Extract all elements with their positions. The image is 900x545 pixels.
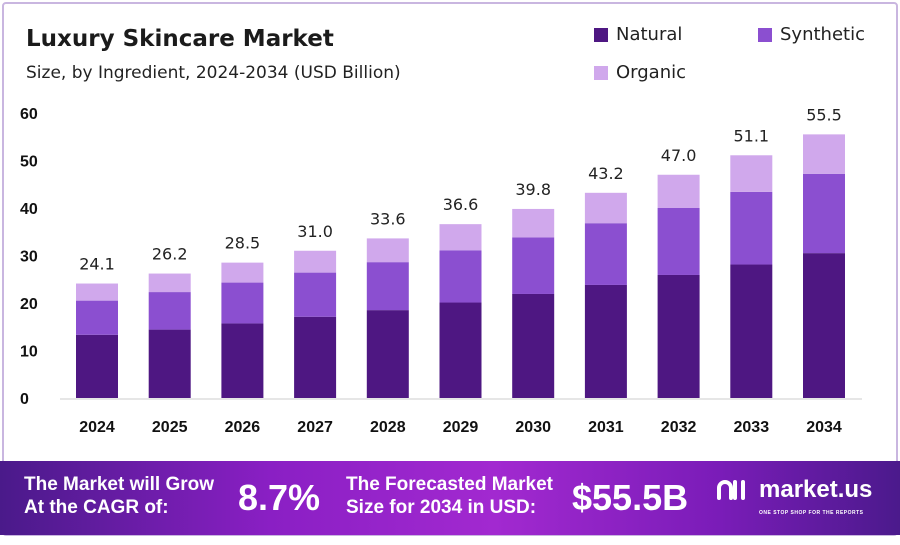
- bar-segment-organic: [657, 174, 700, 208]
- bar-chart: 010203040506024.1202426.2202528.5202631.…: [20, 105, 862, 436]
- cagr-label: The Market will Grow At the CAGR of:: [24, 473, 214, 519]
- bar-segment-natural: [439, 302, 482, 398]
- total-label: 36.6: [443, 195, 479, 214]
- bar-segment-organic: [730, 155, 773, 192]
- total-label: 43.2: [588, 164, 624, 183]
- y-tick-label: 40: [20, 201, 38, 218]
- bar-segment-natural: [76, 334, 118, 398]
- bar-segment-natural: [584, 284, 627, 398]
- legend-label: Organic: [616, 62, 687, 83]
- logo-tagline: ONE STOP SHOP FOR THE REPORTS: [759, 510, 864, 516]
- bar-segment-natural: [512, 293, 555, 398]
- legend-label: Natural: [616, 24, 683, 45]
- bar-segment-organic: [76, 283, 118, 301]
- x-tick-label: 2032: [661, 419, 697, 436]
- y-tick-label: 0: [20, 391, 29, 408]
- bar-segment-natural: [803, 253, 845, 398]
- x-tick-label: 2030: [515, 419, 551, 436]
- frame: [2, 2, 898, 536]
- bar-segment-natural: [657, 274, 700, 398]
- cagr-label-line: At the CAGR of:: [24, 497, 169, 518]
- bar-segment-synthetic: [294, 272, 337, 317]
- bar-segment-organic: [148, 273, 191, 293]
- bar-segment-synthetic: [657, 208, 700, 275]
- bar-segment-synthetic: [366, 262, 409, 311]
- x-tick-label: 2026: [225, 419, 261, 436]
- bar-segment-organic: [439, 224, 482, 251]
- legend-organic: Organic: [594, 62, 686, 83]
- bar-segment-synthetic: [76, 300, 118, 335]
- chart-subtitle: Size, by Ingredient, 2024-2034 (USD Bill…: [26, 63, 401, 83]
- y-tick-label: 50: [20, 154, 38, 171]
- total-label: 31.0: [297, 222, 333, 241]
- bar-segment-synthetic: [730, 191, 773, 265]
- total-label: 33.6: [370, 209, 406, 228]
- forecast-label: The Forecasted Market Size for 2034 in US…: [346, 473, 553, 519]
- bar-segment-natural: [221, 323, 264, 398]
- legend-synthetic: Synthetic: [758, 24, 865, 45]
- x-tick-label: 2027: [297, 419, 333, 436]
- bar-segment-natural: [730, 264, 773, 398]
- x-tick-label: 2034: [806, 419, 842, 436]
- bar-segment-organic: [584, 192, 627, 224]
- legend-label: Synthetic: [780, 24, 865, 45]
- bar-segment-synthetic: [512, 237, 555, 294]
- bar-segment-organic: [512, 208, 555, 238]
- bar-segment-natural: [148, 329, 191, 398]
- y-tick-label: 30: [20, 249, 38, 266]
- total-label: 55.5: [806, 105, 842, 124]
- bar-segment-natural: [366, 310, 409, 398]
- total-label: 28.5: [225, 234, 261, 253]
- logo-name: market.us: [759, 476, 873, 503]
- summary-banner: The Market will Grow At the CAGR of: 8.7%…: [0, 461, 900, 535]
- total-label: 24.1: [79, 255, 115, 274]
- bar-segment-synthetic: [439, 250, 482, 303]
- x-tick-label: 2033: [734, 419, 770, 436]
- cagr-label-line: The Market will Grow: [24, 474, 215, 495]
- bar-segment-natural: [294, 316, 337, 398]
- legend-natural: Natural: [594, 24, 682, 45]
- y-tick-label: 60: [20, 106, 38, 123]
- x-tick-label: 2028: [370, 419, 406, 436]
- bar-segment-synthetic: [584, 223, 627, 285]
- bar-segment-organic: [803, 134, 845, 174]
- bar-segment-synthetic: [148, 292, 191, 330]
- legend-swatch: [758, 27, 772, 42]
- x-tick-label: 2031: [588, 419, 624, 436]
- total-label: 47.0: [661, 146, 697, 165]
- y-tick-label: 10: [20, 344, 38, 361]
- legend-swatch: [594, 65, 608, 80]
- x-tick-label: 2025: [152, 419, 188, 436]
- total-label: 51.1: [733, 126, 769, 145]
- bar-segment-organic: [366, 238, 409, 263]
- total-label: 39.8: [515, 180, 551, 199]
- forecast-label-line: Size for 2034 in USD:: [346, 497, 537, 518]
- market-us-logo: market.us ONE STOP SHOP FOR THE REPORTS: [715, 476, 873, 516]
- bar-segment-synthetic: [221, 282, 264, 324]
- y-tick-label: 20: [20, 296, 38, 313]
- x-tick-label: 2024: [79, 419, 115, 436]
- bar-segment-synthetic: [803, 173, 845, 254]
- bar-segment-organic: [294, 250, 337, 273]
- forecast-value: $55.5B: [572, 477, 689, 518]
- total-label: 26.2: [152, 245, 188, 264]
- cagr-value: 8.7%: [238, 477, 321, 518]
- x-tick-label: 2029: [443, 419, 479, 436]
- chart-title: Luxury Skincare Market: [26, 26, 334, 52]
- forecast-label-line: The Forecasted Market: [346, 474, 553, 495]
- logo-icon: [717, 480, 745, 500]
- bar-segment-organic: [221, 262, 264, 283]
- legend-swatch: [594, 27, 608, 42]
